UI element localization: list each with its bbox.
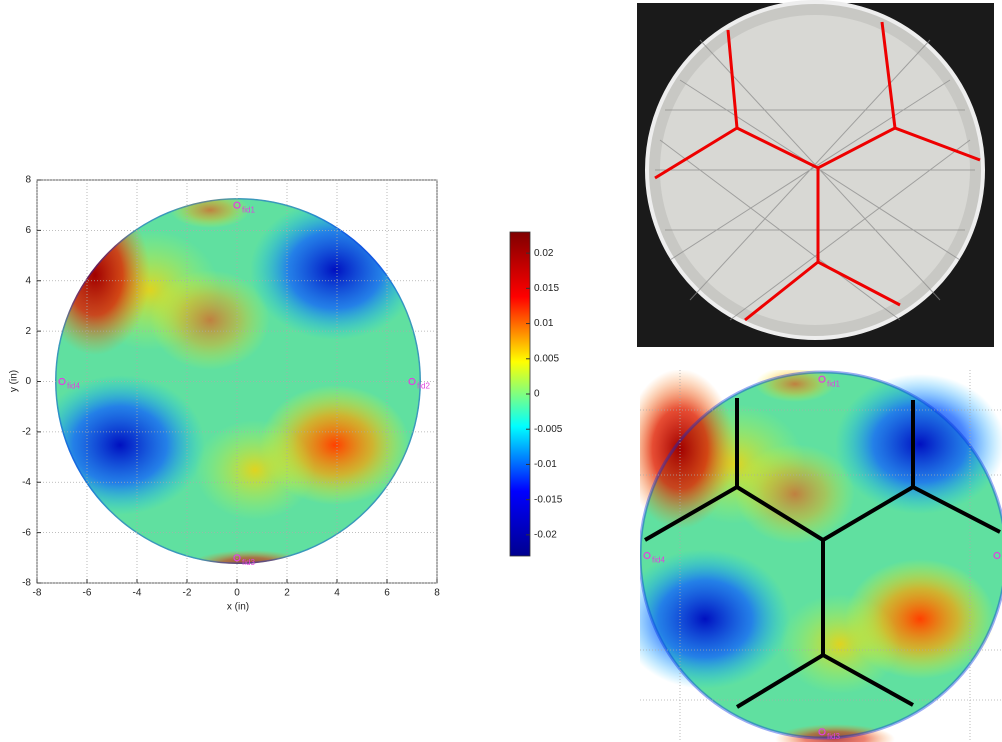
fiducial-label: fid4 (67, 382, 80, 391)
fiducial-marker (58, 377, 66, 386)
colorbar-tick-label: -0.005 (534, 424, 563, 435)
fiducial-label: fid4 (652, 556, 665, 565)
y-tick-label: -6 (22, 527, 31, 538)
fiducial-label: fid3 (242, 558, 255, 567)
x-tick-label: -6 (83, 588, 92, 599)
fiducial-marker (818, 728, 826, 736)
y-tick-label: 2 (25, 326, 31, 337)
x-tick-label: 0 (234, 588, 240, 599)
fiducial-marker (818, 375, 826, 383)
x-axis-label: x (in) (227, 602, 249, 613)
overlay-map (640, 370, 1002, 742)
x-tick-label: 4 (334, 588, 340, 599)
colorbar-tick-label: 0 (534, 389, 540, 400)
colorbar-tick-label: 0.015 (534, 283, 559, 294)
x-tick-label: 2 (284, 588, 290, 599)
colorbar-tick-label: 0.02 (534, 248, 554, 259)
y-tick-label: 0 (25, 376, 31, 387)
y-axis-label: y (in) (9, 370, 20, 392)
fiducial-label: fid3 (827, 732, 840, 741)
y-tick-label: -4 (22, 477, 31, 488)
colorbar-tick-label: -0.02 (534, 530, 557, 541)
colorbar-tick-label: -0.01 (534, 459, 557, 470)
x-tick-label: 8 (434, 588, 440, 599)
fiducial-marker (993, 551, 1001, 560)
fiducial-marker (643, 551, 651, 560)
y-tick-label: -8 (22, 578, 31, 589)
y-tick-label: 6 (25, 225, 31, 236)
colorbar-tick-label: 0.01 (534, 318, 554, 329)
fiducial-label: fid1 (242, 205, 255, 214)
surface-map (55, 198, 421, 564)
x-tick-label: 6 (384, 588, 390, 599)
fiducial-label: fid1 (827, 379, 840, 388)
fiducial-marker (233, 554, 241, 562)
colorbar-tick-label: 0.005 (534, 353, 559, 364)
fiducial-label: fid2 (417, 382, 430, 391)
y-tick-label: 8 (25, 175, 31, 186)
fiducial-marker (233, 201, 241, 209)
x-tick-label: -4 (133, 588, 142, 599)
colorbar-tick-label: -0.015 (534, 494, 563, 505)
x-tick-label: -2 (183, 588, 192, 599)
y-tick-label: -2 (22, 427, 31, 438)
photo (637, 0, 994, 347)
x-tick-label: -8 (33, 588, 42, 599)
y-tick-label: 4 (25, 275, 31, 286)
fiducial-marker (408, 377, 416, 386)
